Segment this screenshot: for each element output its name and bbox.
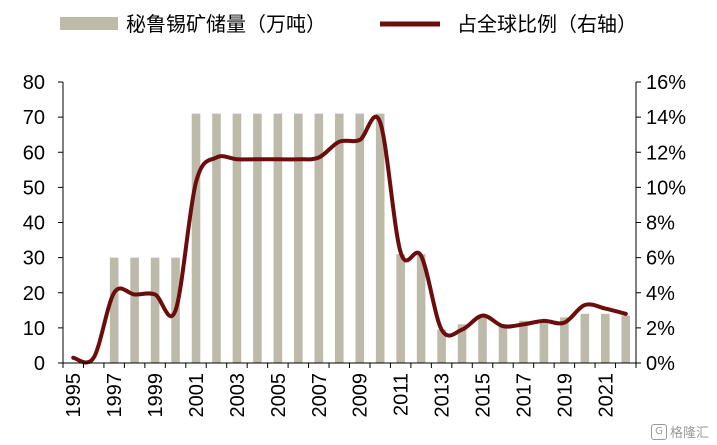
right-tick-label: 6% (646, 248, 675, 270)
bar-2007 (314, 113, 324, 363)
bar-2004 (253, 113, 262, 363)
x-tick-label: 2005 (268, 373, 290, 418)
bar-2016 (498, 324, 508, 363)
x-tick-label: 1999 (145, 373, 167, 418)
bar-1997 (109, 257, 119, 363)
x-tick-label: 2003 (227, 373, 249, 418)
watermark-text: 格隆汇 (669, 426, 709, 441)
bar-2017 (519, 320, 528, 363)
right-tick-label: 12% (646, 142, 686, 164)
right-tick-label: 14% (646, 107, 686, 129)
bar-2021 (601, 313, 610, 363)
right-tick-label: 0% (646, 353, 675, 375)
right-tick-label: 10% (646, 177, 686, 199)
bar-2014 (457, 324, 467, 363)
left-tick-label: 60 (23, 142, 45, 164)
watermark: G 格隆汇 (650, 422, 709, 441)
legend-line-label: 占全球比例（右轴） (457, 12, 637, 36)
left-tick-label: 0 (34, 353, 45, 375)
line-series (71, 114, 628, 365)
bar-2012 (416, 254, 426, 363)
bar-2006 (294, 113, 303, 363)
bar-2009 (355, 113, 365, 363)
bar-2001 (191, 113, 201, 363)
right-tick-label: 8% (646, 213, 675, 235)
left-tick-label: 10 (23, 318, 45, 340)
bar-2015 (478, 317, 487, 363)
x-axis-ticks: 1995 1997 1999 2001 2003 2005 2007 2009 2011 2013… (62, 363, 637, 418)
watermark-logo-icon: G (650, 423, 667, 440)
right-tick-label: 16% (646, 72, 686, 94)
x-tick-label: 2013 (432, 373, 454, 418)
x-tick-label: 2011 (391, 373, 413, 416)
x-tick-label: 2019 (554, 373, 576, 418)
bar-2019 (560, 317, 569, 363)
bar-2018 (539, 320, 549, 363)
bar-1999 (150, 257, 160, 363)
x-tick-label: 2001 (186, 373, 208, 418)
bar-1998 (130, 257, 139, 363)
legend: 秘鲁锡矿储量（万吨） 占全球比例（右轴） (60, 12, 637, 36)
bar-2022 (621, 315, 631, 363)
legend-bar-label: 秘鲁锡矿储量（万吨） (126, 12, 326, 36)
bar-2003 (232, 113, 242, 363)
x-tick-label: 2009 (350, 373, 372, 418)
x-tick-label: 2021 (595, 373, 617, 418)
left-tick-label: 40 (23, 213, 45, 235)
left-tick-label: 50 (23, 177, 45, 199)
bar-2005 (273, 113, 283, 363)
left-tick-label: 30 (23, 248, 45, 270)
left-tick-label: 20 (23, 283, 45, 305)
right-axis-ticks: 0% 2% 4% 6% 8% 10% 12% 14% 16% (636, 72, 686, 375)
right-tick-label: 4% (646, 283, 675, 305)
x-tick-label: 1997 (104, 373, 126, 418)
x-tick-label: 2017 (513, 373, 535, 418)
bar-2008 (334, 113, 344, 363)
left-tick-label: 80 (23, 72, 45, 94)
bar-2010 (375, 113, 385, 363)
x-tick-label: 2007 (309, 373, 331, 418)
x-tick-label: 2015 (473, 373, 495, 418)
x-tick-label: 1995 (63, 373, 85, 418)
share-line (71, 114, 628, 365)
bar-2002 (212, 113, 221, 363)
left-axis-ticks: 0 10 20 30 40 50 60 70 80 (23, 72, 63, 375)
left-tick-label: 70 (23, 107, 45, 129)
legend-bar-swatch (60, 17, 118, 30)
bar-2013 (437, 329, 446, 363)
right-tick-label: 2% (646, 318, 675, 340)
bar-2011 (396, 254, 405, 363)
bar-2020 (580, 313, 590, 363)
